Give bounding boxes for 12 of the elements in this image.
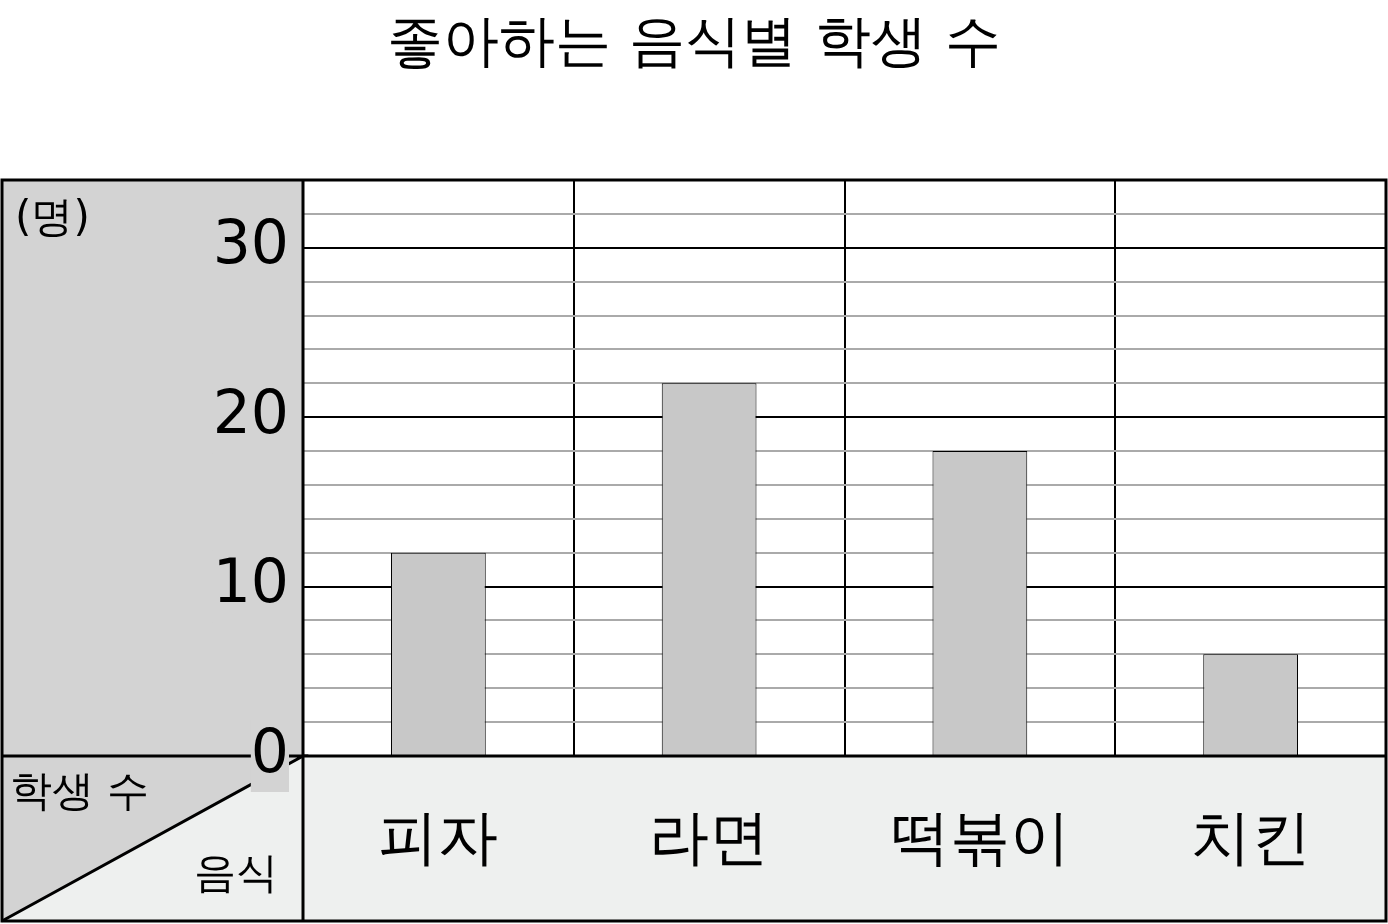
x-tick-label: 떡볶이 <box>889 801 1070 872</box>
y-tick-label: 30 <box>212 207 289 278</box>
y-tick-label: 0 <box>250 715 289 786</box>
y-tick-label: 10 <box>212 546 289 617</box>
x-axis-title: 음식 <box>194 847 278 897</box>
x-tick-label: 라면 <box>649 801 770 872</box>
chart-title: 좋아하는 음식별 학생 수 <box>387 7 1001 73</box>
y-tick-label: 20 <box>212 376 289 447</box>
x-tick-label: 피자 <box>378 801 499 872</box>
y-axis-title: 학생 수 <box>10 765 150 815</box>
x-tick-label: 치킨 <box>1190 801 1311 872</box>
text: (명) <box>15 191 90 241</box>
